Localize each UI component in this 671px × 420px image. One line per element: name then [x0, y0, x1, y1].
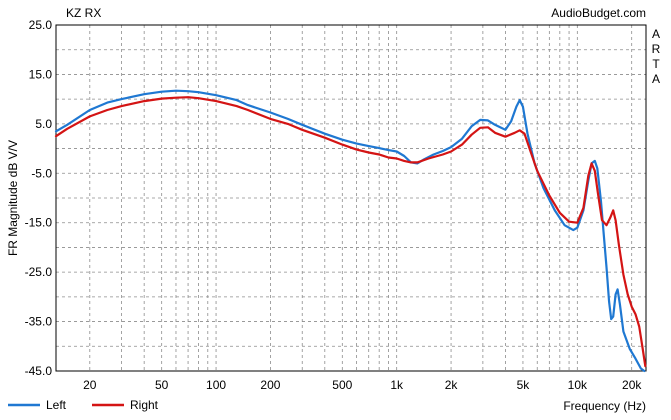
y-tick-label: 25.0: [29, 18, 53, 32]
legend: Left Right: [8, 398, 159, 412]
x-tick-label: 5k: [517, 378, 531, 392]
x-tick-label: 2k: [445, 378, 459, 392]
side-label-letter: T: [652, 57, 660, 71]
series-line-right: [54, 96, 647, 368]
y-tick-label: -35.0: [25, 315, 53, 329]
y-tick-label: 5.0: [35, 117, 52, 131]
x-tick-label: 20: [83, 378, 97, 392]
chart-title: KZ RX: [66, 6, 101, 20]
plot-frame: [55, 24, 647, 372]
series-line-left: [54, 89, 646, 373]
y-tick-label: 15.0: [29, 67, 53, 81]
x-tick-label: 500: [332, 378, 352, 392]
x-tick-label: 200: [260, 378, 280, 392]
y-tick-label: -45.0: [25, 364, 53, 378]
legend-label-left: Left: [46, 398, 67, 412]
x-tick-label: 20k: [622, 378, 642, 392]
x-tick-label: 100: [206, 378, 226, 392]
x-tick-label: 10k: [568, 378, 588, 392]
series-lines: [54, 89, 647, 373]
y-tick-label: -15.0: [25, 216, 53, 230]
side-label-letter: A: [652, 72, 660, 86]
x-tick-label: 50: [155, 378, 169, 392]
y-axis-label: FR Magnitude dB V/V: [6, 140, 20, 256]
y-tick-label: -5.0: [31, 166, 52, 180]
x-tick-label: 1k: [390, 378, 404, 392]
source-label: AudioBudget.com: [551, 6, 646, 20]
x-axis-label: Frequency (Hz): [563, 399, 646, 413]
grid-lines: [56, 25, 646, 371]
side-label-letter: A: [652, 27, 660, 41]
y-tick-label: -25.0: [25, 265, 53, 279]
legend-label-right: Right: [130, 398, 159, 412]
side-label-letter: R: [652, 42, 661, 56]
x-tick-labels: 20 50 100 200 500 1k 2k 5k 10k 20k: [83, 378, 642, 392]
y-tick-labels: 25.0 15.0 5.0 -5.0 -15.0 -25.0 -35.0 -45.0: [25, 18, 53, 378]
